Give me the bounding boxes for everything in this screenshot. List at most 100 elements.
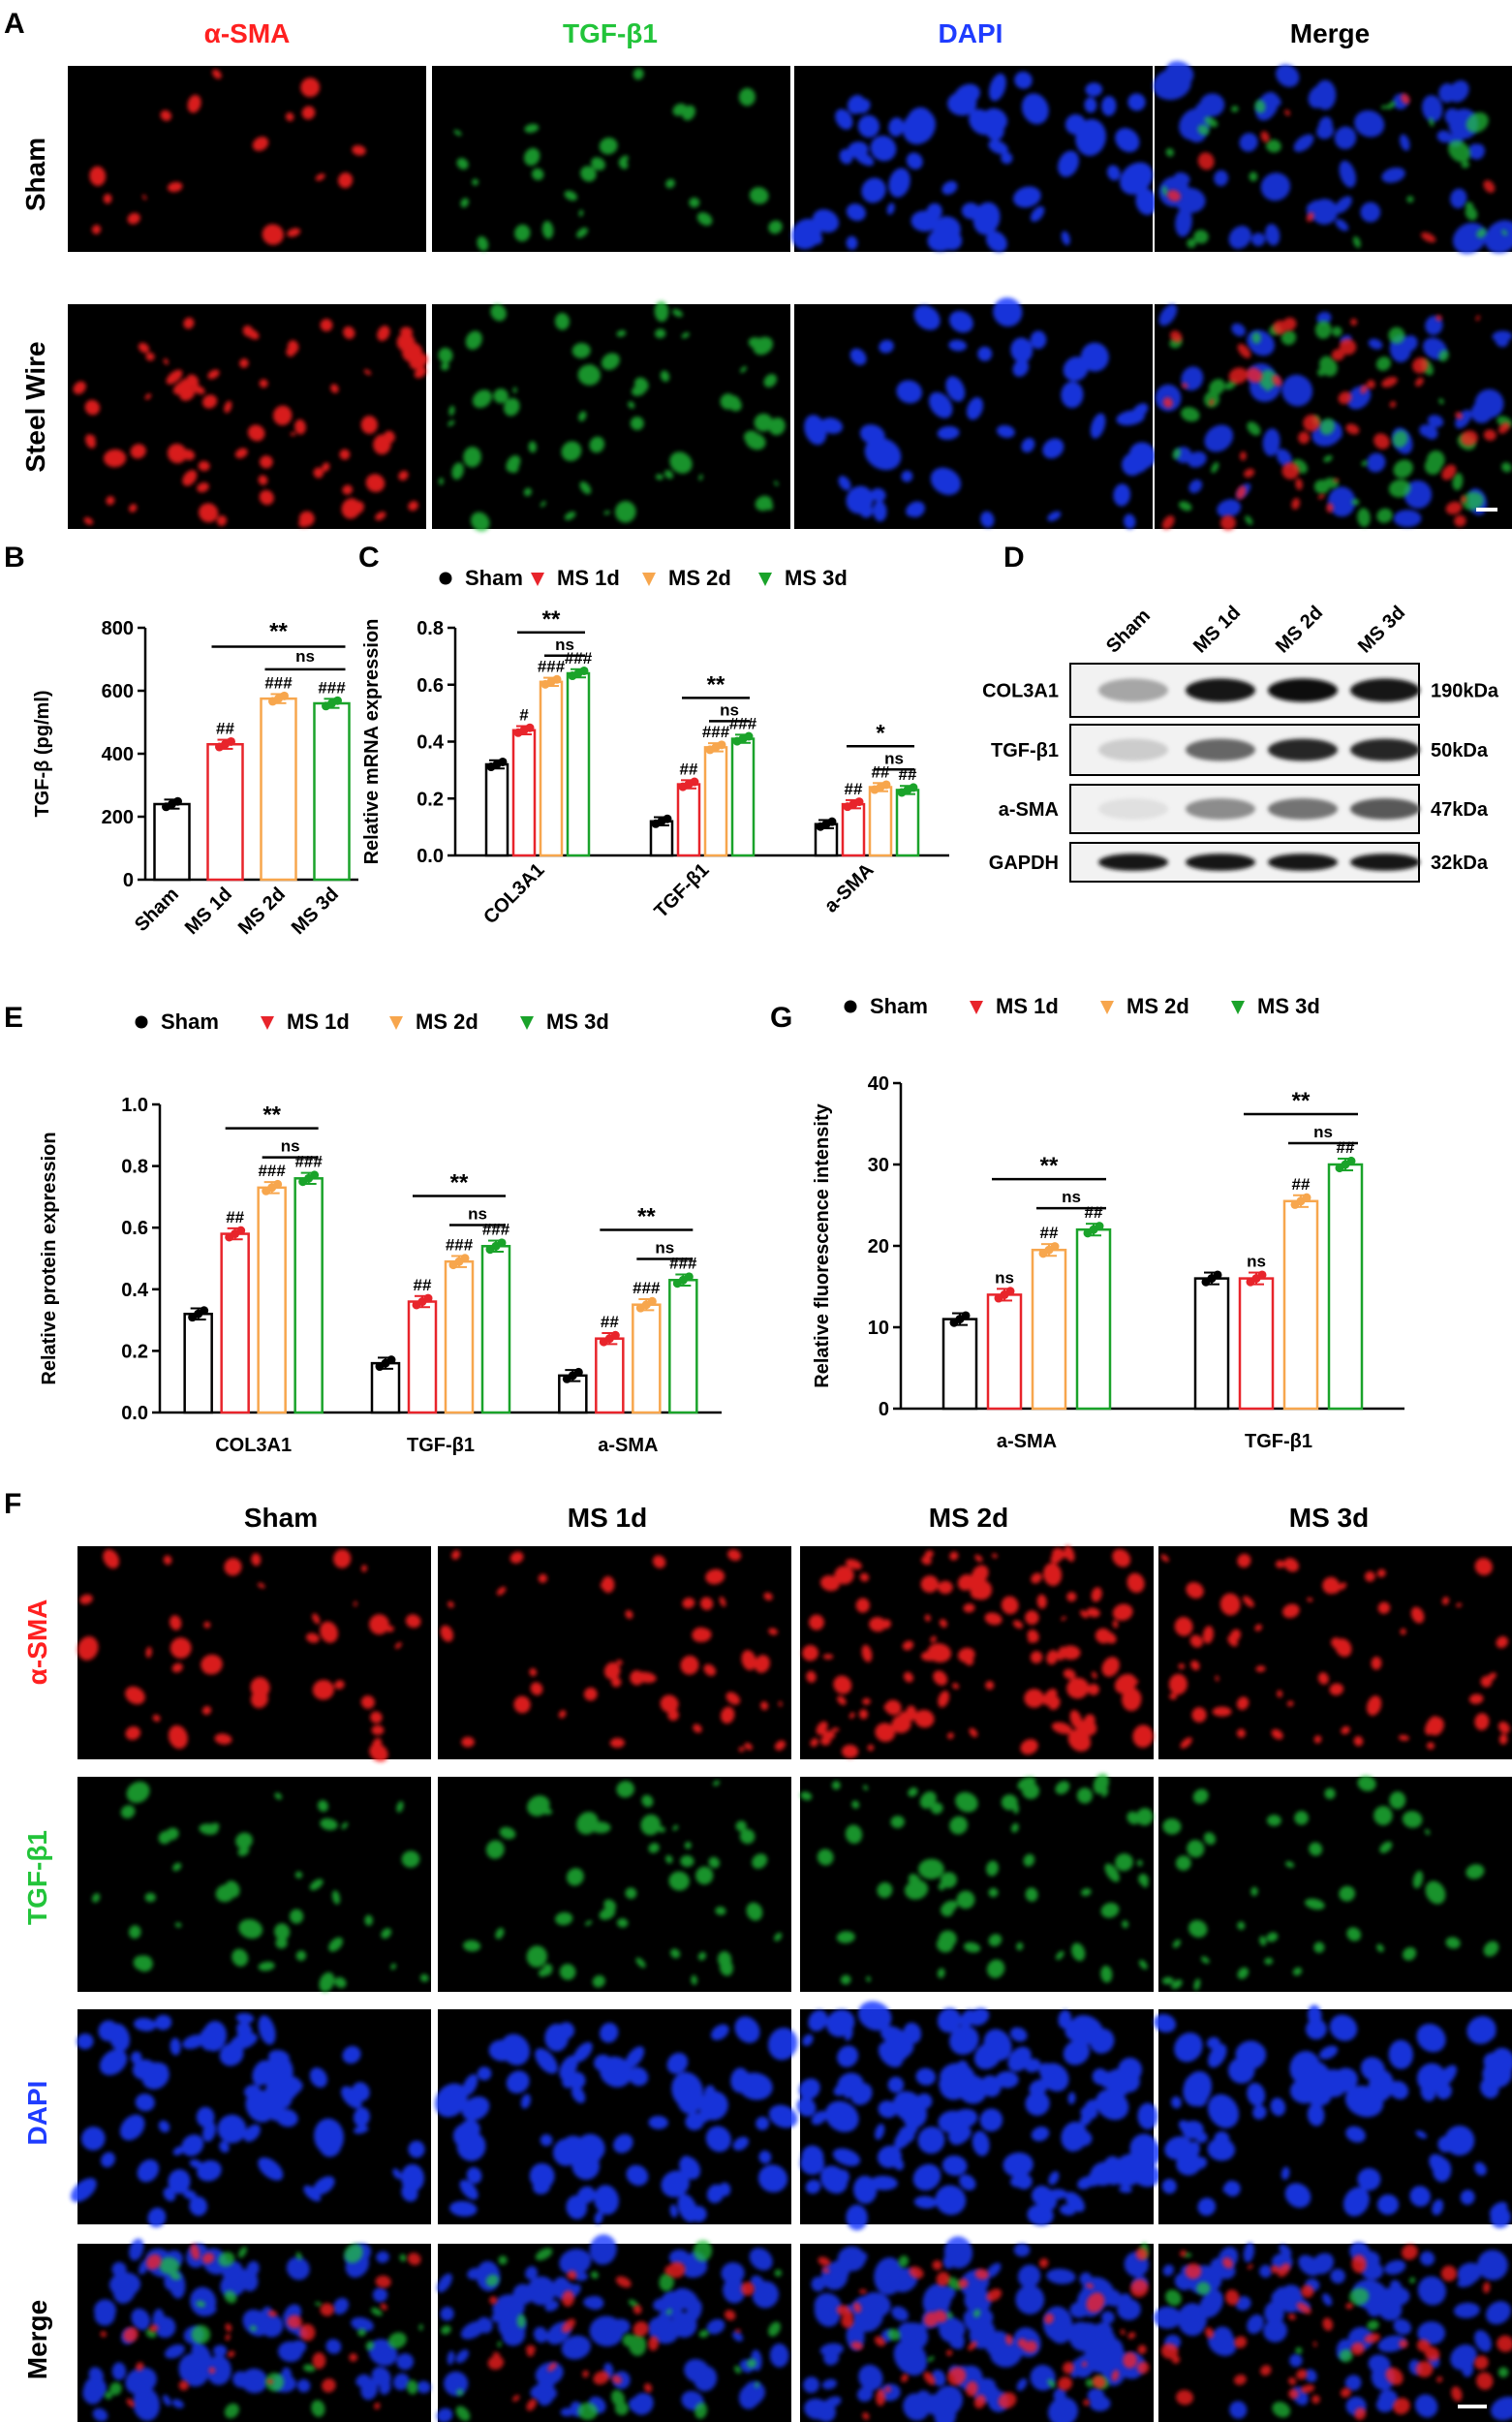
stain-spot: [850, 2341, 863, 2350]
stain-spot: [333, 1549, 352, 1568]
stain-spot: [207, 369, 220, 380]
stain-spot: [1438, 350, 1449, 362]
stain-spot: [852, 2302, 862, 2313]
stain-spot: [774, 1740, 787, 1751]
stain-spot: [313, 2176, 335, 2195]
stain-spot: [393, 2373, 410, 2391]
stain-spot: [1371, 1657, 1382, 1670]
stain-spot: [948, 339, 968, 352]
stain-spot: [710, 2024, 729, 2040]
stain-spot: [1161, 186, 1168, 197]
stain-spot: [986, 1959, 1005, 1978]
stain-spot: [1042, 438, 1065, 459]
stain-spot: [219, 2140, 230, 2154]
stain-spot: [1113, 483, 1131, 507]
stain-spot: [384, 430, 395, 444]
stain-spot: [159, 2256, 180, 2275]
stain-spot: [1069, 2302, 1089, 2318]
stain-spot: [653, 2298, 668, 2312]
stain-spot: [471, 512, 490, 532]
stain-spot: [1329, 2014, 1358, 2041]
stain-spot: [524, 123, 540, 134]
stain-spot: [1316, 311, 1332, 325]
stain-spot: [1204, 116, 1219, 128]
stain-layer: [1160, 2244, 1512, 2421]
stain-spot: [923, 2372, 936, 2385]
stain-spot: [145, 352, 155, 361]
stain-spot: [1235, 2296, 1251, 2312]
stain-spot: [1178, 1662, 1186, 1670]
stain-spot: [85, 434, 96, 449]
stain-spot: [301, 106, 316, 120]
stain-spot: [1427, 415, 1444, 428]
significance-label: ##: [1337, 1138, 1355, 1157]
stain-spot: [1308, 85, 1329, 109]
legend-item: MS 3d: [520, 1009, 609, 1034]
stain-spot: [744, 1742, 754, 1751]
y-tick-label: 0.8: [121, 1157, 148, 1178]
stain-spot: [91, 1893, 101, 1903]
stain-spot: [1171, 2096, 1182, 2109]
stain-layer: [73, 317, 428, 528]
stain-spot: [937, 2285, 956, 2302]
significance-label: ##: [216, 720, 234, 738]
stain-spot: [1104, 1863, 1120, 1882]
stain-spot: [1057, 1646, 1066, 1661]
stain-spot: [1361, 2261, 1384, 2281]
stain-spot: [926, 202, 942, 221]
stain-spot: [375, 2275, 391, 2288]
stain-spot: [936, 2271, 950, 2286]
stain-spot: [1046, 2268, 1076, 2284]
legend-item: MS 2d: [389, 1009, 478, 1034]
legend-marker: [758, 573, 772, 586]
stain-spot: [855, 1598, 870, 1613]
stain-spot: [1183, 2070, 1213, 2107]
stain-spot: [342, 2045, 361, 2065]
stain-spot: [201, 1705, 212, 1716]
stain-spot: [130, 444, 146, 459]
stain-spot: [334, 1976, 347, 1989]
stain-spot: [884, 2385, 892, 2393]
bar: [313, 701, 351, 882]
panel-label-c: C: [358, 542, 380, 574]
stain-spot: [451, 1549, 461, 1560]
micrograph-f-r3-c4: [1154, 2004, 1512, 2228]
stain-spot: [181, 2134, 204, 2157]
stain-spot: [721, 2262, 745, 2284]
stain-spot: [1376, 1568, 1386, 1578]
stain-spot: [948, 2128, 961, 2144]
stain-spot: [1301, 2284, 1314, 2298]
stain-spot: [685, 2112, 704, 2130]
stain-spot: [266, 2378, 274, 2384]
stain-spot: [1005, 1802, 1013, 1808]
stain-spot: [1461, 495, 1466, 504]
stain-spot: [1311, 2395, 1320, 2404]
stain-spot: [593, 2371, 609, 2385]
stain-spot: [164, 2344, 185, 2359]
stain-spot: [1474, 1558, 1493, 1576]
stain-spot: [1441, 464, 1457, 481]
stain-spot: [939, 2075, 953, 2089]
stain-spot: [576, 227, 588, 238]
stain-spot: [1135, 188, 1157, 215]
data-point: [881, 780, 891, 790]
stain-spot: [1319, 418, 1336, 435]
stain-spot: [697, 1951, 707, 1961]
stain-spot: [1222, 2257, 1234, 2269]
protein-band: [1098, 738, 1168, 761]
panel-f-col-title-4: MS 3d: [1289, 1503, 1369, 1533]
stain-spot: [881, 1619, 891, 1630]
y-tick-label: 0.2: [417, 789, 444, 810]
stain-spot: [182, 470, 198, 486]
stain-spot: [1295, 2346, 1303, 2354]
stain-spot: [998, 2392, 1017, 2409]
stain-spot: [585, 1920, 593, 1926]
stain-spot: [1300, 2384, 1315, 2394]
stain-spot: [808, 2009, 828, 2032]
stain-spot: [447, 2350, 455, 2366]
stain-spot: [564, 190, 577, 202]
stain-spot: [227, 2350, 235, 2358]
stain-spot: [1486, 1672, 1497, 1682]
stain-spot: [240, 2368, 268, 2394]
stain-spot: [1180, 2250, 1187, 2257]
